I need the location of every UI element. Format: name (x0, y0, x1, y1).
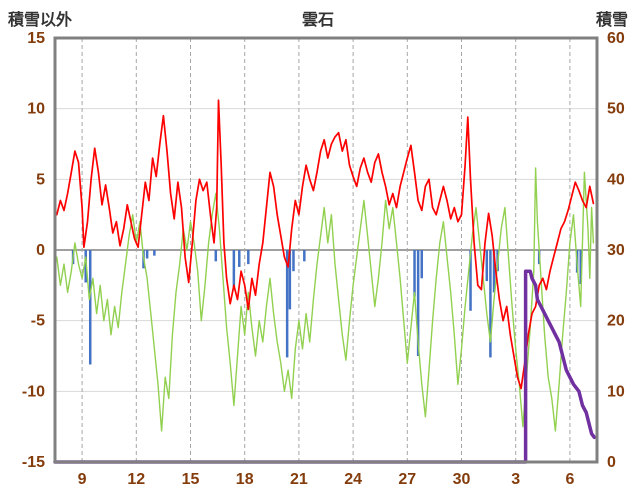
x-tick-label: 21 (290, 471, 308, 488)
plot-border (53, 36, 599, 464)
blue-bars (232, 250, 236, 287)
blue-bars (238, 250, 241, 267)
left-tick-label: -10 (22, 383, 45, 400)
x-tick-label: 6 (565, 471, 574, 488)
blue-bars (292, 250, 295, 272)
left-tick-label: -15 (22, 454, 45, 471)
blue-bars (88, 250, 92, 365)
x-tick-label: 18 (236, 471, 254, 488)
blue-bars (247, 250, 250, 265)
blue-bars (416, 250, 420, 356)
x-tick-label: 27 (398, 471, 416, 488)
blue-bars (420, 250, 424, 279)
x-tick-label: 12 (127, 471, 145, 488)
blue-bars (145, 250, 149, 259)
left-tick-label: 0 (36, 242, 45, 259)
blue-bars (285, 250, 289, 358)
right-tick-label: 10 (607, 383, 625, 400)
purple-line-snow-depth (53, 269, 597, 464)
blue-bars (489, 250, 492, 358)
right-tick-label: 30 (607, 242, 625, 259)
blue-bars (84, 250, 87, 283)
blue-bars (153, 250, 156, 256)
red-line (55, 99, 595, 390)
blue-bars (492, 250, 496, 293)
right-axis-title: 積雪 (595, 12, 628, 29)
right-tick-label: 60 (607, 30, 625, 47)
x-tick-label: 15 (182, 471, 200, 488)
x-tick-label: 30 (453, 471, 471, 488)
green-line (56, 167, 595, 432)
left-tick-label: 15 (27, 30, 45, 47)
blue-bars (485, 250, 489, 282)
right-tick-label: 20 (607, 313, 625, 330)
chart-title: 雲石 (301, 12, 334, 29)
right-tick-label: 50 (607, 101, 625, 118)
left-tick-label: 10 (27, 101, 45, 118)
left-tick-label: -5 (31, 313, 45, 330)
x-tick-label: 9 (78, 471, 87, 488)
x-tick-label: 3 (511, 471, 520, 488)
blue-bars (469, 250, 472, 311)
blue-bars (303, 250, 306, 262)
blue-bars (579, 250, 582, 284)
left-tick-label: 5 (36, 171, 45, 188)
blue-bars (413, 250, 416, 297)
blue-bars (214, 250, 218, 262)
left-axis-title: 積雪以外 (8, 12, 73, 29)
right-tick-label: 0 (607, 454, 616, 471)
right-tick-label: 40 (607, 171, 625, 188)
x-tick-label: 24 (344, 471, 362, 488)
blue-bars (288, 250, 292, 310)
